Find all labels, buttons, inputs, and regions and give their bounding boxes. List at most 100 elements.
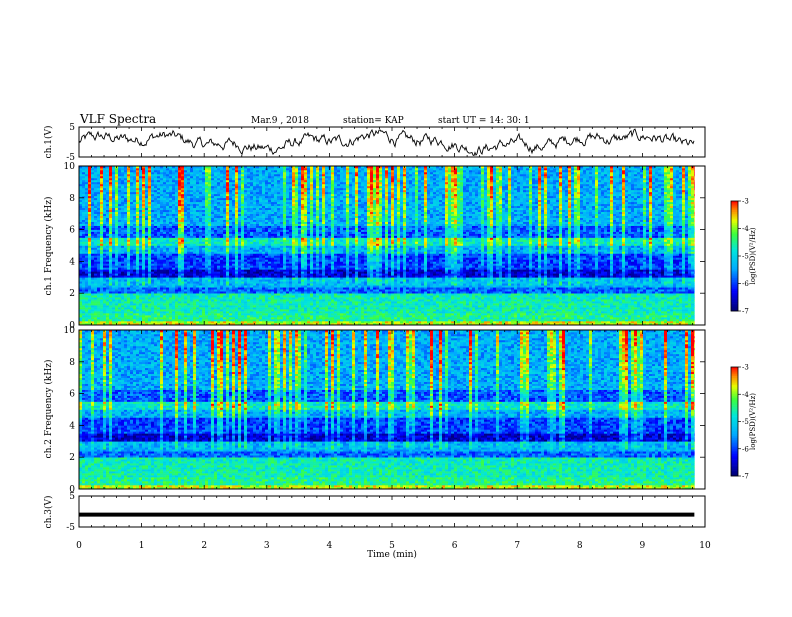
ch1-spectrogram-cell — [145, 277, 148, 279]
ch1-spectrogram-cell — [148, 281, 151, 283]
ch1-spectrogram-cell — [157, 204, 160, 206]
ch1-spectrogram-cell — [154, 305, 157, 307]
ch1-spectrogram-cell — [235, 299, 238, 301]
ch1-spectrogram-cell — [142, 240, 145, 242]
ch1-spectrogram-cell — [259, 192, 262, 194]
ch1-spectrogram-cell — [205, 176, 208, 178]
ch1-spectrogram-cell — [211, 315, 214, 317]
ch1-spectrogram-cell — [238, 271, 241, 273]
ch1-spectrogram-cell — [103, 172, 106, 174]
ch1-spectrogram-cell — [91, 281, 94, 283]
ch1-spectrogram-cell — [187, 218, 190, 220]
ch1-spectrogram-cell — [178, 246, 181, 248]
ch1-spectrogram-cell — [205, 222, 208, 224]
ch1-spectrogram-cell — [106, 275, 109, 277]
ch1-spectrogram-cell — [256, 283, 259, 285]
ch1-spectrogram-cell — [247, 226, 250, 228]
ch1-spectrogram-cell — [115, 257, 118, 259]
ch1-spectrogram-cell — [109, 180, 112, 182]
ch1-spectrogram-cell — [250, 279, 253, 281]
ch1-spectrogram-cell — [220, 180, 223, 182]
ch1-spectrogram-cell — [172, 255, 175, 257]
ch1-spectrogram-cell — [88, 194, 91, 196]
ch1-spectrogram-cell — [157, 228, 160, 230]
ch1-spectrogram-cell — [118, 313, 121, 315]
ch1-spectrogram-cell — [256, 194, 259, 196]
ch1-spectrogram-cell — [136, 275, 139, 277]
ch1-spectrogram-cell — [97, 188, 100, 190]
ch1-spectrogram-cell — [244, 293, 247, 295]
ch1-spectrogram-cell — [211, 305, 214, 307]
ch1-spectrogram-cell — [145, 208, 148, 210]
ch1-spectrogram-cell — [100, 218, 103, 220]
ch1-spectrogram-cell — [151, 240, 154, 242]
ch1-spectrogram-cell — [151, 204, 154, 206]
ch1-spectrogram-cell — [91, 230, 94, 232]
ch1-spectrogram-cell — [238, 255, 241, 257]
ch1-spectrogram-cell — [172, 259, 175, 261]
ch1-spectrogram-cell — [181, 295, 184, 297]
ch1-spectrogram-cell — [235, 321, 238, 323]
ch1-spectrogram-cell — [94, 311, 97, 313]
ch1-spectrogram-cell — [85, 273, 88, 275]
ch1-spectrogram-cell — [148, 218, 151, 220]
ch1-spectrogram-cell — [226, 236, 229, 238]
ch1-spectrogram-cell — [256, 303, 259, 305]
ch1-spectrogram-cell — [202, 281, 205, 283]
ch1-spectrogram-cell — [91, 212, 94, 214]
ch1-spectrogram-cell — [187, 244, 190, 246]
ch1-spectrogram-cell — [184, 210, 187, 212]
ch1-spectrogram-cell — [232, 172, 235, 174]
ch1-spectrogram-cell — [211, 216, 214, 218]
ch1-spectrogram-cell — [178, 277, 181, 279]
ch1-spectrogram-cell — [175, 176, 178, 178]
ch1-spectrogram-cell — [223, 222, 226, 224]
ch1-spectrogram-cell — [226, 281, 229, 283]
ch1-spectrogram-cell — [229, 259, 232, 261]
ch1-spectrogram-cell — [214, 188, 217, 190]
ch1-spectrogram-cell — [94, 283, 97, 285]
ch1-spectrogram-cell — [97, 236, 100, 238]
ch1-spectrogram-cell — [211, 289, 214, 291]
ch1-spectrogram-cell — [118, 253, 121, 255]
ch1-spectrogram-cell — [160, 202, 163, 204]
ch1-spectrogram-cell — [190, 249, 193, 251]
ch1-spectrogram-cell — [199, 283, 202, 285]
ch1-spectrogram-cell — [109, 170, 112, 172]
ch1-spectrogram-cell — [256, 172, 259, 174]
ch1-spectrogram-cell — [199, 226, 202, 228]
ch1-spectrogram-cell — [229, 220, 232, 222]
ch1-spectrogram-cell — [88, 234, 91, 236]
ch1-spectrogram-cell — [118, 265, 121, 267]
ch1-spectrogram-cell — [259, 216, 262, 218]
ch1-spectrogram-cell — [226, 224, 229, 226]
ch1-spectrogram-cell — [214, 317, 217, 319]
ch1-spectrogram-cell — [184, 301, 187, 303]
ch1-spectrogram-cell — [163, 277, 166, 279]
ch1-spectrogram-cell — [121, 287, 124, 289]
ch1-spectrogram-cell — [193, 313, 196, 315]
ch1-spectrogram-cell — [211, 297, 214, 299]
ch1-spectrogram-cell — [217, 261, 220, 263]
ch1-spectrogram-cell — [82, 190, 85, 192]
ch1-spectrogram-cell — [202, 275, 205, 277]
ch1-spectrogram-cell — [142, 269, 145, 271]
ch1-spectrogram-cell — [139, 277, 142, 279]
ch1-spectrogram-cell — [223, 271, 226, 273]
ch1-spectrogram-cell — [109, 303, 112, 305]
ch1-spectrogram-cell — [235, 186, 238, 188]
ch1-spectrogram-cell — [151, 293, 154, 295]
ch1-spectrogram-cell — [91, 198, 94, 200]
ch1-spectrogram-cell — [109, 174, 112, 176]
ch1-spectrogram-cell — [229, 234, 232, 236]
ch1-spectrogram-cell — [106, 249, 109, 251]
ch1-spectrogram-cell — [97, 271, 100, 273]
ch1-spectrogram-cell — [187, 230, 190, 232]
ch1-spectrogram-cell — [145, 176, 148, 178]
ch1-spectrogram-cell — [247, 257, 250, 259]
ch1-spectrogram-cell — [112, 317, 115, 319]
ch1-spectrogram-cell — [106, 273, 109, 275]
ch1-spectrogram-cell — [139, 281, 142, 283]
ch1-spectrogram-cell — [250, 295, 253, 297]
ch1-spectrogram-cell — [241, 319, 244, 321]
